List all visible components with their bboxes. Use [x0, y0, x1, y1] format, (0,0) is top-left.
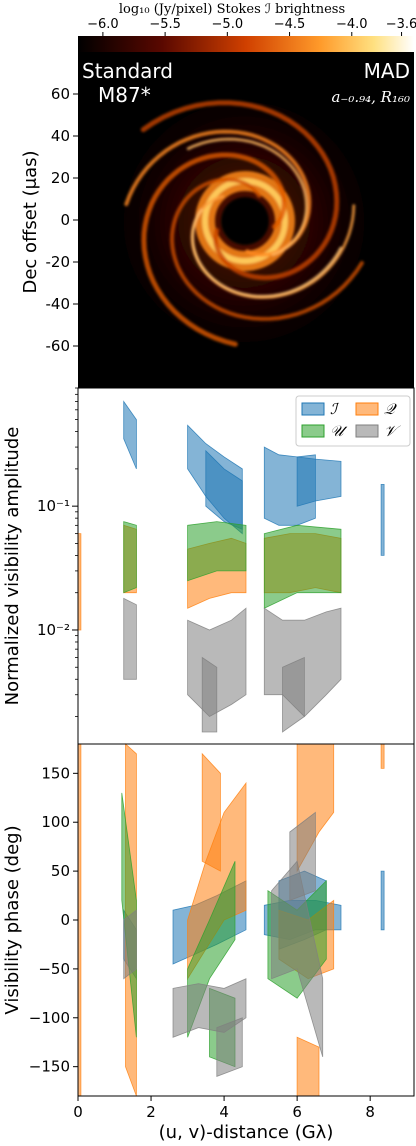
amplitude-y-label: Normalized visibility amplitude: [2, 427, 23, 706]
phase-band-v: [216, 1017, 243, 1077]
phase-y-tick-label: −150: [29, 1058, 70, 1076]
amplitude-band-v: [201, 656, 218, 733]
legend-label: 𝒰: [330, 422, 348, 440]
amplitude-panel: 10⁻¹ 10⁻² Normalized visibility amplitude…: [2, 387, 415, 745]
phase-y-tick-label: 150: [41, 764, 70, 782]
image-y-tick-label: 40: [51, 127, 70, 145]
amplitude-band-i: [380, 484, 385, 556]
image-label-left-2: M87*: [98, 83, 151, 107]
phase-panel: 150 100 50 0 −50 −100 −150 0 2 4 6 8 Visibility ph…: [2, 743, 415, 1143]
legend-swatch: [355, 424, 379, 438]
phase-y-ticks: 150 100 50 0 −50 −100 −150: [29, 764, 78, 1076]
amplitude-y-ticks: 10⁻¹ 10⁻²: [37, 387, 78, 717]
phase-y-tick-label: 100: [41, 813, 70, 831]
accretion-arm: [186, 137, 309, 256]
colorbar-label: log₁₀ (Jy/pixel) Stokes ℐ brightness: [119, 2, 345, 17]
black-hole-image: [94, 72, 394, 372]
image-y-tick-label: 0: [60, 211, 70, 229]
phase-y-label: Visibility phase (deg): [2, 825, 23, 1014]
amplitude-y-tick-label: 10⁻¹: [37, 497, 70, 515]
legend-label: 𝒬: [384, 400, 397, 418]
phase-band-v: [123, 909, 137, 980]
legend: ℐ 𝒬𝒰 𝒱: [295, 395, 411, 447]
colorbar-tick-label: −4.5: [274, 17, 306, 32]
legend-swatch: [301, 424, 325, 438]
colorbar: log₁₀ (Jy/pixel) Stokes ℐ brightness −6.…: [78, 2, 416, 52]
accretion-arm: [141, 152, 287, 347]
accretion-arm: [169, 177, 364, 321]
amplitude-band-u: [263, 524, 342, 609]
phase-band-v: [172, 978, 247, 1038]
colorbar-tick-label: −4.0: [336, 17, 368, 32]
phase-x-label: (u, v)-distance (Gλ): [159, 1122, 334, 1143]
colorbar-tick-label: −5.5: [149, 17, 181, 32]
legend-label: ℐ: [330, 400, 340, 418]
phase-band-i: [380, 870, 385, 931]
image-y-ticks: 60 40 20 0 -20 -40 -60: [46, 85, 78, 355]
colorbar-tick-label: −3.6: [386, 17, 416, 32]
image-y-tick-label: 20: [51, 169, 70, 187]
phase-y-tick-label: 50: [51, 862, 70, 880]
photon-ring-core: [202, 178, 288, 264]
amplitude-band-u: [187, 521, 247, 582]
phase-bands: [77, 743, 385, 1097]
colorbar-tick-label: −6.0: [87, 17, 119, 32]
phase-x-ticks: 0 2 4 6 8: [73, 1096, 375, 1121]
phase-x-tick-label: 6: [292, 1103, 302, 1121]
amplitude-band-i: [123, 400, 137, 470]
legend-swatch: [355, 402, 379, 416]
amplitude-band-v: [282, 656, 305, 733]
amplitude-band-v: [123, 597, 137, 680]
phase-y-tick-label: −100: [29, 1009, 70, 1027]
accretion-arm: [140, 100, 340, 281]
phase-x-tick-label: 4: [219, 1103, 229, 1121]
phase-band-q: [201, 752, 221, 872]
image-y-tick-label: -60: [46, 337, 71, 355]
phase-y-tick-label: −50: [38, 960, 70, 978]
phase-y-tick-label: 0: [60, 911, 70, 929]
phase-band-q: [380, 743, 385, 769]
colorbar-strip: [78, 36, 414, 52]
phase-band-u: [121, 792, 137, 1038]
amplitude-band-u: [123, 521, 137, 594]
colorbar-ticks: −6.0 −5.5 −5.0 −4.5 −4.0 −3.6: [87, 17, 416, 36]
amplitude-bands: [77, 400, 385, 733]
image-y-tick-label: -40: [46, 295, 71, 313]
image-y-label: Dec offset (μas): [20, 150, 41, 293]
phase-x-tick-label: 2: [146, 1103, 156, 1121]
image-label-right-1: MAD: [364, 59, 410, 83]
image-panel: Standard M87* MAD a₋₀.₉₄, R₁₆₀ 60 40 20 0 -2…: [20, 52, 414, 388]
colorbar-tick-label: −5.0: [212, 17, 244, 32]
phase-x-tick-label: 0: [73, 1103, 83, 1121]
image-y-tick-label: 60: [51, 85, 70, 103]
image-y-tick-label: -20: [46, 253, 71, 271]
image-label-left-1: Standard: [82, 59, 173, 83]
amplitude-y-tick-label: 10⁻²: [37, 621, 70, 639]
accretion-arm: [191, 208, 343, 298]
phase-band-q: [296, 1036, 320, 1097]
phase-x-tick-label: 8: [365, 1103, 375, 1121]
image-label-right-2: a₋₀.₉₄, R₁₆₀: [331, 88, 410, 106]
amplitude-band-i: [296, 456, 342, 507]
legend-swatch: [301, 402, 325, 416]
phase-band-v: [289, 811, 316, 901]
